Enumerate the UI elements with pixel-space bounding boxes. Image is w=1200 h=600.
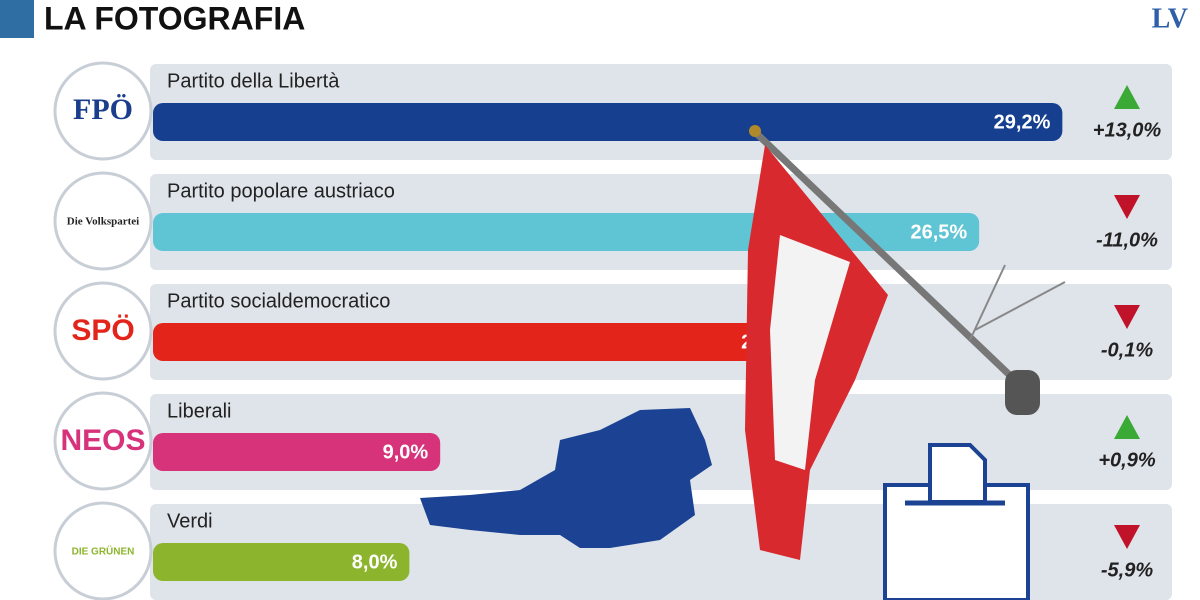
decoration: [420, 125, 1066, 600]
value-label: 9,0%: [383, 441, 429, 463]
value-label: 26,5%: [910, 221, 967, 243]
flag-white: [770, 235, 850, 470]
title-marker: [0, 0, 34, 38]
change-label: +0,9%: [1098, 449, 1155, 471]
logo-circle: [53, 391, 153, 491]
change-label: -0,1%: [1101, 339, 1153, 361]
arrow-down: [1114, 525, 1140, 549]
ballot-paper: [928, 443, 987, 504]
logo-circle: [53, 61, 153, 161]
logo: NEOS: [60, 424, 145, 457]
logo-circle: [53, 281, 153, 381]
logo-circle: [53, 171, 153, 271]
pole-tip: [749, 125, 761, 137]
austria-map: [420, 408, 712, 548]
change-label: -5,9%: [1101, 559, 1153, 581]
arrow-down: [1114, 195, 1140, 219]
category-label: Partito popolare austriaco: [167, 180, 395, 202]
category-label: Verdi: [167, 510, 213, 532]
brand: LV: [1152, 3, 1188, 34]
arrow-down: [1114, 305, 1140, 329]
bar: [153, 323, 810, 361]
bar: [153, 103, 1063, 141]
value-label: 29,2%: [994, 111, 1051, 133]
pole-wire: [969, 264, 1006, 341]
category-label: Liberali: [167, 400, 231, 422]
logo: FPÖ: [73, 93, 133, 126]
value-label: 8,0%: [352, 551, 398, 573]
flag-pole: [752, 129, 1023, 388]
category-label: Partito della Libertà: [167, 70, 340, 92]
arrow-up: [1114, 85, 1140, 109]
change-label: -11,0%: [1096, 229, 1158, 251]
title: LA FOTOGRAFIA: [44, 0, 305, 36]
bar: [153, 543, 410, 581]
logo: DIE GRÜNEN: [72, 545, 135, 558]
pole-mount: [1005, 370, 1040, 415]
bar: [153, 433, 441, 471]
logo-circle: [53, 501, 153, 600]
logo: SPÖ: [71, 314, 134, 347]
category-label: Partito socialdemocratico: [167, 290, 390, 312]
logo: Die Volkspartei: [67, 216, 139, 228]
arrow-up: [1114, 415, 1140, 439]
pole-wire: [974, 281, 1066, 331]
change-label: +13,0%: [1093, 119, 1162, 141]
